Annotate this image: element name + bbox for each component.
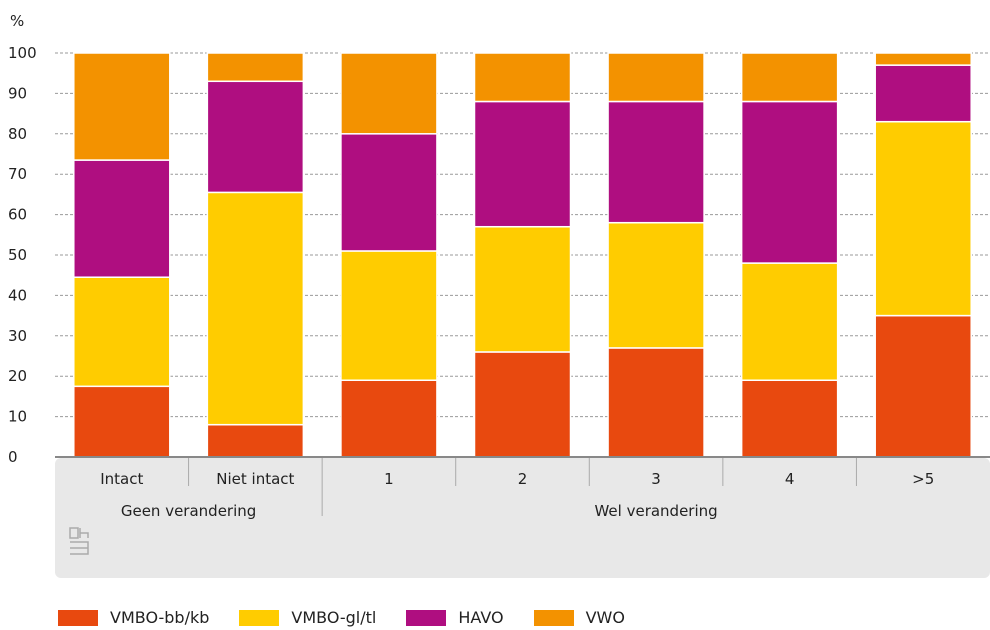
y-tick-label: 50 — [8, 246, 27, 264]
bar-segment — [740, 100, 839, 264]
legend-label: VWO — [585, 608, 625, 627]
legend-swatch — [58, 609, 98, 626]
x-group-label: Wel verandering — [594, 502, 717, 520]
bar-segment — [340, 379, 438, 458]
stacked-bar-chart: % 0 10 20 30 40 50 60 70 80 90 100 Intact Niet inta… — [8, 12, 990, 578]
bar-segment — [740, 52, 839, 103]
y-unit-label: % — [10, 12, 24, 30]
y-tick-label: 80 — [8, 125, 27, 143]
cbs-logo — [69, 527, 89, 555]
y-tick-label: 40 — [8, 286, 27, 304]
bar-segment — [73, 385, 171, 458]
legend-item: HAVO — [406, 608, 504, 627]
bar-segment — [206, 191, 305, 426]
bars — [73, 52, 972, 458]
legend-swatch — [533, 609, 574, 626]
x-tick-label: Intact — [100, 470, 143, 488]
bar-segment — [206, 52, 305, 83]
bar-segment — [607, 52, 705, 103]
bar-segment — [607, 221, 705, 349]
legend-item: VMBO-bb/kb — [58, 608, 209, 627]
legend-item: VWO — [533, 608, 625, 627]
legend-label: VMBO-gl/tl — [291, 608, 377, 627]
x-group-label: Geen verandering — [121, 502, 256, 520]
x-tick-label: >5 — [912, 470, 934, 488]
bar-segment — [340, 133, 438, 252]
y-tick-label: 70 — [8, 165, 27, 183]
legend-swatch — [406, 609, 447, 626]
y-tick-label: 100 — [8, 44, 37, 62]
bar-segment — [206, 80, 305, 194]
bar-segment — [473, 225, 572, 353]
y-tick-label: 60 — [8, 206, 27, 224]
y-tick-label: 0 — [8, 448, 18, 466]
bar-segment — [473, 100, 572, 228]
y-tick-label: 30 — [8, 327, 27, 345]
bar-segment — [874, 314, 972, 458]
x-tick-label: 1 — [384, 470, 394, 488]
legend-item: VMBO-gl/tl — [239, 608, 376, 627]
x-axis-panel — [55, 458, 990, 578]
bar-segment — [607, 347, 705, 458]
bar-segment — [73, 159, 171, 278]
bar-segment — [206, 423, 305, 458]
bar-segment — [473, 351, 572, 458]
y-axis-ticks: 0 10 20 30 40 50 60 70 80 90 100 — [8, 44, 37, 466]
x-tick-label: Niet intact — [216, 470, 294, 488]
bar-segment — [607, 100, 705, 224]
bar-segment — [340, 250, 438, 381]
bar-segment — [740, 262, 839, 381]
y-tick-label: 20 — [8, 367, 27, 385]
legend: VMBO-bb/kb VMBO-gl/tl HAVO VWO — [58, 608, 655, 627]
bar-segment — [473, 52, 572, 103]
x-tick-label: 3 — [651, 470, 661, 488]
x-tick-label: 4 — [785, 470, 795, 488]
legend-label: HAVO — [458, 608, 504, 627]
bar-segment — [73, 52, 171, 161]
legend-label: VMBO-bb/kb — [110, 608, 210, 627]
bar-segment — [874, 64, 972, 123]
bar-segment — [874, 52, 972, 66]
bar-segment — [740, 379, 839, 458]
y-tick-label: 90 — [8, 84, 27, 102]
bar-segment — [340, 52, 438, 135]
legend-swatch — [239, 609, 280, 626]
x-axis-labels: Intact Niet intact 1 2 3 4 >5 Geen verandering W… — [100, 458, 934, 520]
bar-segment — [73, 276, 171, 388]
x-tick-label: 2 — [518, 470, 528, 488]
y-tick-label: 10 — [8, 408, 27, 426]
bar-segment — [874, 120, 972, 317]
